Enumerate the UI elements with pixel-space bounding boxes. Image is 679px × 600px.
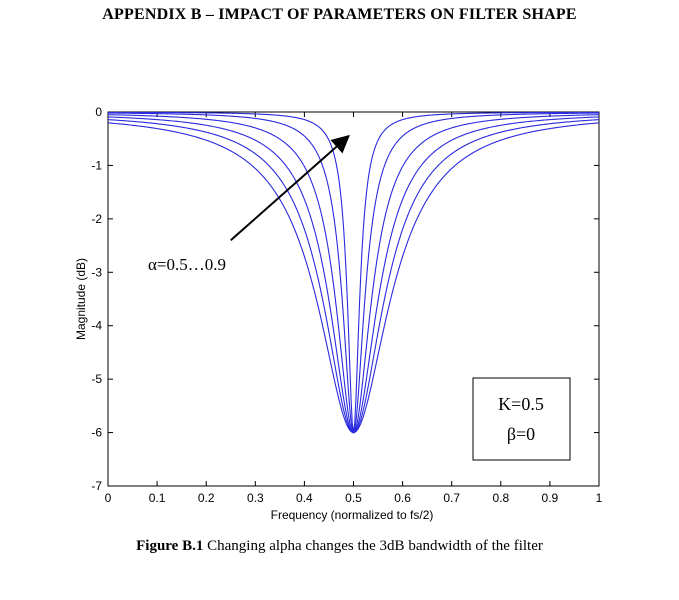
x-tick-label: 0.6 [394, 491, 411, 505]
figure-caption: Figure B.1 Changing alpha changes the 3d… [0, 538, 679, 555]
page-heading: APPENDIX B – IMPACT OF PARAMETERS ON FIL… [102, 6, 577, 23]
y-tick-label: -5 [91, 372, 102, 386]
x-tick-label: 0.3 [247, 491, 264, 505]
y-tick-label: -6 [91, 426, 102, 440]
figure-caption-text: Changing alpha changes the 3dB bandwidth… [207, 538, 543, 554]
y-tick-labels: 0 -1 -2 -3 -4 -5 -6 -7 [91, 105, 102, 493]
y-tick-label: -1 [91, 158, 102, 172]
annotation-arrow [230, 134, 350, 241]
x-tick-label: 0.2 [198, 491, 215, 505]
y-tick-label: -4 [91, 319, 102, 333]
y-tick-label: 0 [95, 105, 102, 119]
annotation-label: α=0.5…0.9 [148, 255, 226, 274]
y-axis-label: Magnitude (dB) [74, 258, 88, 340]
x-tick-label: 0.8 [492, 491, 509, 505]
series-line-6 [108, 112, 599, 433]
curves [108, 112, 599, 434]
x-tick-label: 0.1 [149, 491, 166, 505]
parameter-box [472, 377, 571, 461]
x-tick-label: 0.7 [443, 491, 460, 505]
y-tick-label: -2 [91, 212, 102, 226]
x-tick-label: 0 [105, 491, 112, 505]
x-tick-label: 1 [596, 491, 603, 505]
x-axis-label: Frequency (normalized to fs/2) [271, 508, 434, 522]
x-tick-label: 0.5 [345, 491, 362, 505]
x-tick-label: 0.4 [296, 491, 313, 505]
x-tick-labels: 0 0.1 0.2 0.3 0.4 0.5 0.6 0.7 0.8 0.9 1 [105, 491, 603, 505]
y-tick-label: -7 [91, 479, 102, 493]
y-tick-label: -3 [91, 265, 102, 279]
x-tick-label: 0.9 [542, 491, 559, 505]
parameter-k-label: K=0.5 [498, 394, 544, 414]
figure-number: Figure B.1 [136, 538, 204, 554]
parameter-beta-label: β=0 [507, 424, 535, 444]
